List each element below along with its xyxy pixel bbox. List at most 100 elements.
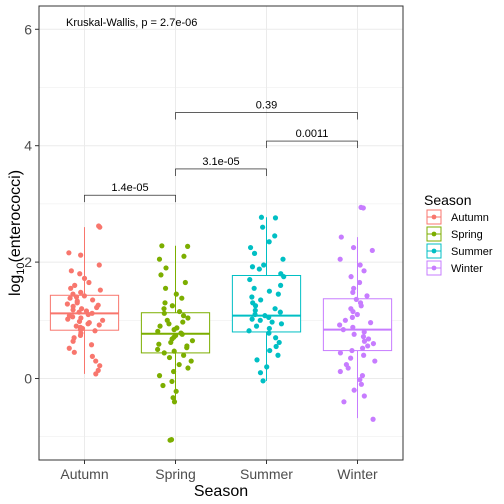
comparison-bracket [266, 140, 358, 149]
data-point [358, 303, 364, 309]
data-point [73, 323, 79, 329]
data-point [96, 322, 102, 328]
data-point [170, 395, 176, 401]
data-point [162, 285, 169, 291]
comparison-bracket [175, 112, 358, 120]
data-point [267, 347, 273, 354]
data-point [351, 387, 357, 393]
data-point [156, 341, 162, 347]
data-point [260, 224, 266, 230]
data-point [171, 348, 177, 354]
legend-label: Spring [451, 229, 483, 241]
data-point [372, 358, 378, 364]
comparison-p-value: 1.4e-05 [111, 182, 148, 194]
data-point [163, 265, 169, 271]
data-point [277, 309, 283, 315]
data-point [189, 338, 196, 344]
data-point [257, 370, 264, 376]
box-autumn [49, 227, 120, 374]
data-point [351, 331, 357, 337]
box-body [322, 298, 393, 352]
data-point [176, 361, 182, 368]
x-tick-label: Autumn [60, 466, 108, 482]
data-point [96, 262, 102, 268]
data-point [97, 224, 103, 230]
data-point [337, 350, 344, 356]
data-point [353, 296, 359, 302]
panel-border [38, 5, 404, 461]
comparison-summer-winter: 0.0011 [266, 128, 358, 149]
data-point [72, 282, 78, 288]
data-point [173, 388, 179, 394]
y-axis: 0 2 4 6 [24, 21, 39, 387]
data-point [266, 239, 272, 245]
data-point [276, 339, 282, 346]
data-point [64, 301, 70, 307]
data-point [249, 316, 255, 322]
data-point [369, 247, 375, 254]
data-point [348, 274, 354, 280]
data-point [258, 214, 265, 220]
y-axis-title-subscript: 10 [15, 262, 27, 274]
data-point [78, 289, 84, 295]
x-axis-title: Season [194, 483, 248, 500]
data-point [158, 272, 164, 278]
legend-label: Summer [451, 246, 493, 258]
data-point [89, 353, 95, 359]
data-point [97, 363, 103, 369]
points-spring [155, 243, 196, 443]
y-axis-title-suffix: (enterococci) [7, 170, 24, 262]
data-point [76, 318, 83, 325]
data-point [169, 378, 175, 385]
data-point [361, 393, 367, 399]
data-point [81, 275, 88, 281]
data-point [359, 373, 366, 379]
data-point [161, 350, 167, 356]
data-point [78, 252, 84, 258]
legend-key-dot [431, 265, 437, 271]
data-point [258, 297, 264, 303]
data-point [278, 282, 284, 288]
data-point [70, 338, 76, 344]
data-point [185, 315, 191, 321]
x-tick-label: Summer [240, 466, 293, 482]
data-point [253, 323, 260, 329]
data-point [247, 276, 253, 283]
data-point [354, 311, 360, 318]
data-point [70, 291, 76, 297]
data-point [247, 244, 254, 251]
data-point [155, 346, 161, 353]
data-point [349, 347, 355, 354]
data-point [184, 345, 190, 351]
data-point [77, 271, 83, 277]
data-point [171, 399, 178, 405]
data-point [74, 300, 80, 306]
data-point [155, 328, 161, 334]
data-point [70, 307, 76, 313]
data-point [167, 437, 173, 443]
data-point [156, 256, 163, 262]
data-point [261, 262, 267, 268]
data-point [357, 262, 363, 268]
data-point [170, 368, 177, 375]
legend-item-summer: Summer [426, 243, 493, 259]
legend-item-spring: Spring [426, 226, 483, 242]
point-layer [64, 204, 378, 443]
data-point [68, 285, 74, 291]
data-point [169, 303, 175, 309]
data-point [350, 289, 356, 295]
comparison-brackets: 1.4e-05 3.1e-05 0.0011 0.39 [84, 100, 358, 203]
data-point [162, 300, 168, 306]
legend-key-dot [431, 214, 437, 220]
data-point [356, 279, 363, 286]
data-point [179, 331, 185, 337]
comparison-spring-winter: 0.39 [175, 100, 358, 120]
data-point [182, 279, 188, 286]
data-point [337, 256, 343, 262]
data-point [337, 368, 343, 375]
data-point [350, 244, 357, 251]
y-axis-title-prefix: log [7, 275, 24, 296]
data-point [364, 293, 370, 299]
data-point [66, 250, 72, 256]
